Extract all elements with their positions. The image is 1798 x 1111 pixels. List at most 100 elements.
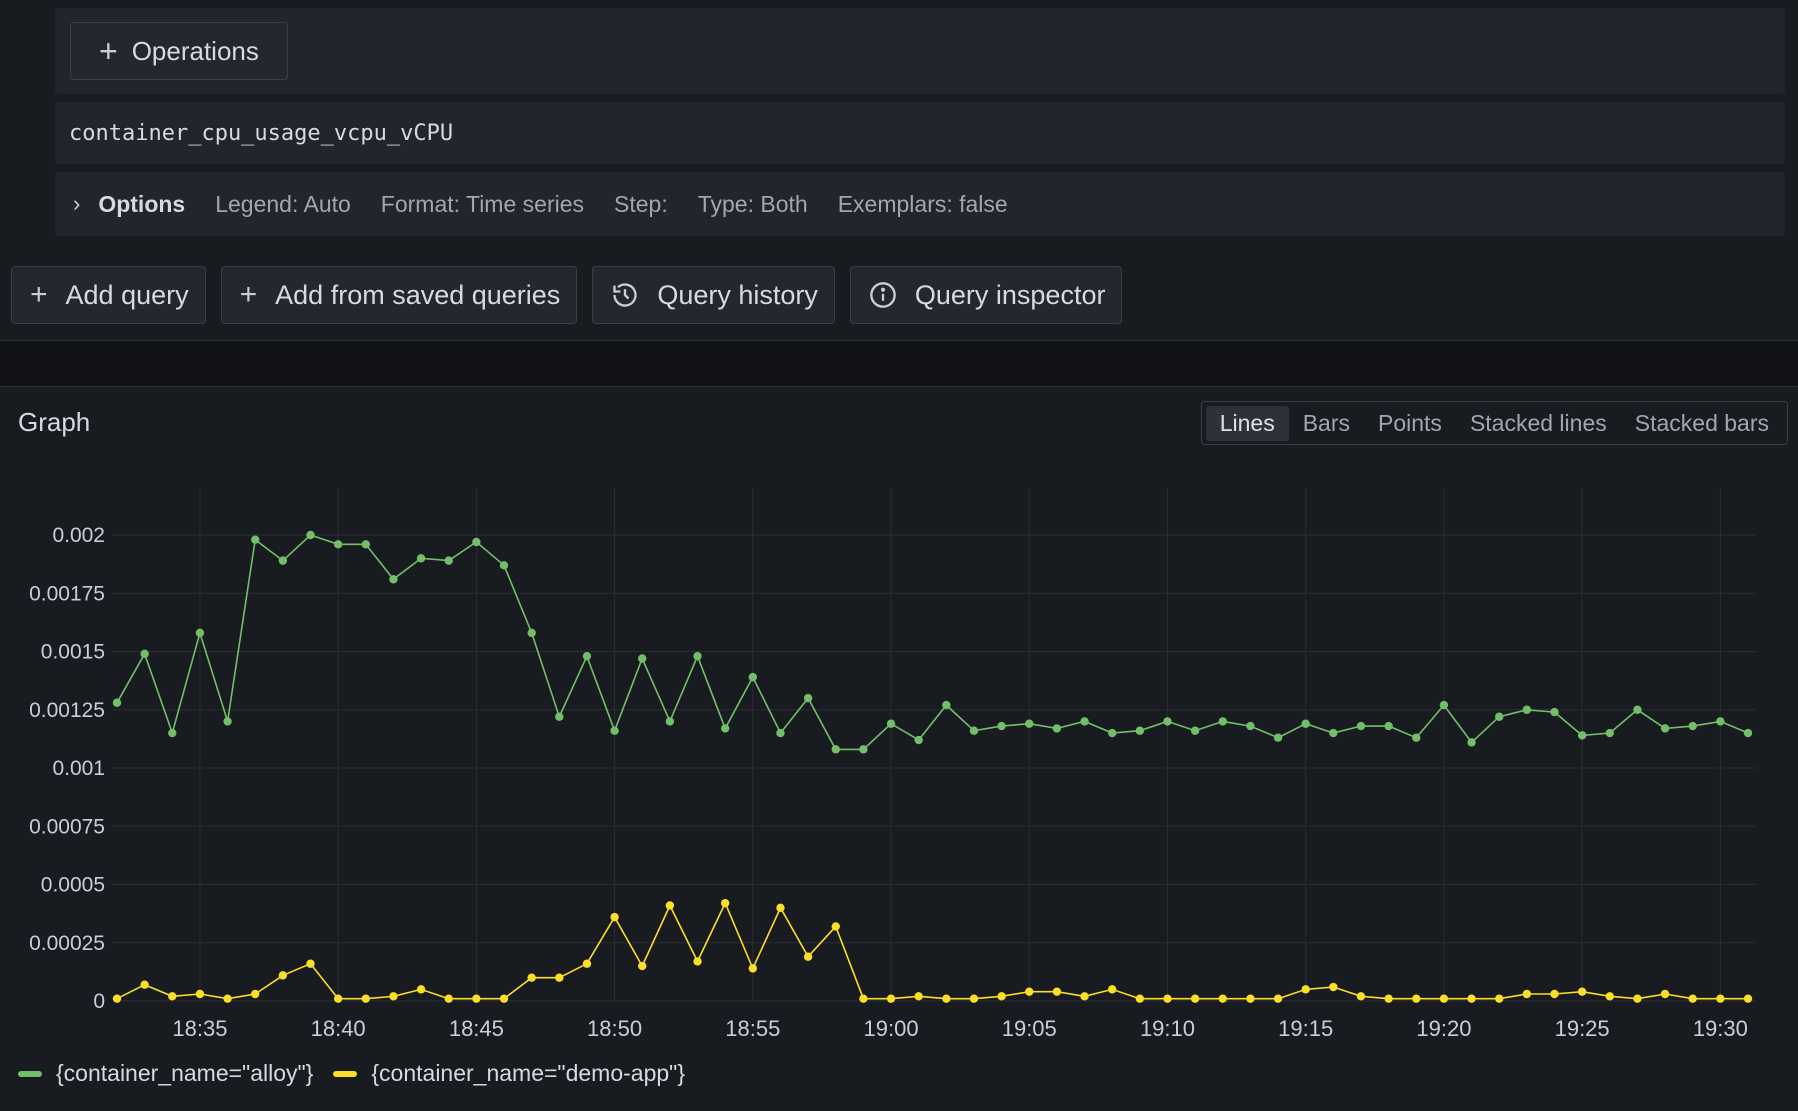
graph-mode-switch: Lines Bars Points Stacked lines Stacked …	[1200, 401, 1788, 445]
data-point	[693, 651, 702, 661]
mode-lines[interactable]: Lines	[1205, 405, 1289, 441]
data-point	[1439, 994, 1449, 1003]
data-point	[997, 992, 1006, 1001]
query-history-label: Query history	[657, 279, 818, 310]
data-point	[361, 540, 370, 549]
operations-label: Operations	[131, 35, 259, 66]
data-point	[223, 994, 232, 1003]
chevron-right-icon[interactable]: ›	[73, 191, 81, 216]
data-point	[306, 959, 315, 968]
data-point	[112, 994, 122, 1003]
option-exemplars: Exemplars: false	[837, 190, 1008, 217]
data-point	[527, 628, 536, 638]
data-point	[140, 649, 149, 659]
data-point	[1605, 992, 1614, 1001]
data-point	[610, 912, 619, 922]
data-point	[831, 922, 840, 931]
data-point	[1688, 994, 1697, 1003]
x-tick-label: 19:20	[1416, 1016, 1471, 1041]
metric-display[interactable]: container_cpu_usage_vcpu_vCPU	[55, 102, 1785, 164]
data-point	[997, 721, 1006, 731]
data-point	[1605, 728, 1614, 738]
data-point	[1301, 719, 1310, 728]
x-tick-label: 18:50	[587, 1016, 642, 1041]
data-point	[665, 901, 675, 910]
x-tick-label: 19:15	[1278, 1016, 1333, 1041]
query-editor: + Operations container_cpu_usage_vcpu_vC…	[0, 0, 1798, 341]
x-tick-label: 19:25	[1555, 1016, 1610, 1041]
data-point	[803, 952, 813, 961]
graph-panel: Graph Lines Bars Points Stacked lines St…	[0, 386, 1798, 1111]
data-point	[582, 959, 592, 968]
mode-bars[interactable]: Bars	[1302, 409, 1350, 436]
data-point	[720, 898, 730, 908]
data-point	[306, 530, 315, 540]
add-from-saved-queries-button[interactable]: + Add from saved queries	[220, 266, 578, 324]
data-point	[1190, 994, 1200, 1003]
query-history-button[interactable]: Query history	[592, 266, 835, 324]
data-point	[1633, 705, 1642, 714]
series-line-1	[116, 901, 1748, 1000]
mode-points[interactable]: Points	[1378, 409, 1442, 436]
data-point	[1633, 994, 1642, 1003]
query-inspector-button[interactable]: Query inspector	[849, 266, 1123, 324]
data-point	[499, 994, 509, 1003]
data-point	[748, 964, 758, 973]
operations-button[interactable]: + Operations	[70, 22, 288, 80]
data-point	[1384, 994, 1393, 1003]
data-point	[665, 717, 675, 726]
x-tick-label: 19:00	[864, 1016, 919, 1041]
x-tick-label: 19:05	[1002, 1016, 1057, 1041]
series-line-0	[116, 534, 1749, 751]
data-point	[416, 985, 426, 994]
metric-name: container_cpu_usage_vcpu_vCPU	[69, 120, 454, 146]
data-point	[1412, 994, 1421, 1003]
data-point	[638, 654, 647, 663]
data-point	[251, 535, 260, 544]
data-point	[1218, 994, 1227, 1003]
data-point	[1052, 987, 1062, 996]
data-point	[1135, 726, 1145, 735]
data-point	[1107, 728, 1117, 738]
data-point	[831, 745, 840, 754]
add-query-button[interactable]: + Add query	[11, 266, 206, 324]
data-point	[776, 903, 785, 912]
data-point	[195, 989, 205, 999]
x-tick-label: 18:45	[449, 1016, 504, 1041]
data-point	[472, 537, 481, 547]
data-point	[555, 973, 564, 982]
x-tick-label: 18:40	[311, 1016, 366, 1041]
data-point	[1135, 994, 1145, 1003]
chart-legend: {container_name="alloy"} {container_name…	[18, 1060, 685, 1087]
options-row[interactable]: › Options Legend: Auto Format: Time seri…	[55, 172, 1785, 236]
data-point	[1577, 731, 1587, 740]
data-point	[278, 971, 288, 980]
data-point	[1550, 989, 1559, 999]
mode-stacked-bars[interactable]: Stacked bars	[1634, 409, 1769, 436]
data-point	[942, 700, 951, 710]
y-tick-label: 0.0005	[41, 874, 105, 897]
data-point	[444, 556, 453, 565]
graph-title: Graph	[18, 407, 91, 437]
data-point	[333, 994, 343, 1003]
data-point	[1384, 721, 1393, 731]
data-point	[333, 540, 343, 549]
y-tick-label: 0.00025	[29, 932, 105, 955]
legend-item-demo-app[interactable]: {container_name="demo-app"}	[333, 1060, 685, 1087]
data-point	[1439, 700, 1449, 710]
legend-item-alloy[interactable]: {container_name="alloy"}	[18, 1060, 313, 1087]
mode-stacked-lines[interactable]: Stacked lines	[1469, 409, 1607, 436]
legend-swatch	[18, 1070, 42, 1077]
y-tick-label: 0.00075	[29, 815, 105, 838]
x-tick-label: 18:55	[725, 1016, 780, 1041]
data-point	[1107, 985, 1117, 994]
y-tick-label: 0	[93, 990, 105, 1013]
operations-row: + Operations	[55, 8, 1785, 94]
data-point	[140, 980, 149, 989]
legend-swatch	[333, 1070, 358, 1077]
data-point	[1495, 712, 1504, 721]
data-point	[1246, 721, 1255, 731]
data-point	[112, 698, 122, 707]
data-point	[389, 992, 398, 1001]
